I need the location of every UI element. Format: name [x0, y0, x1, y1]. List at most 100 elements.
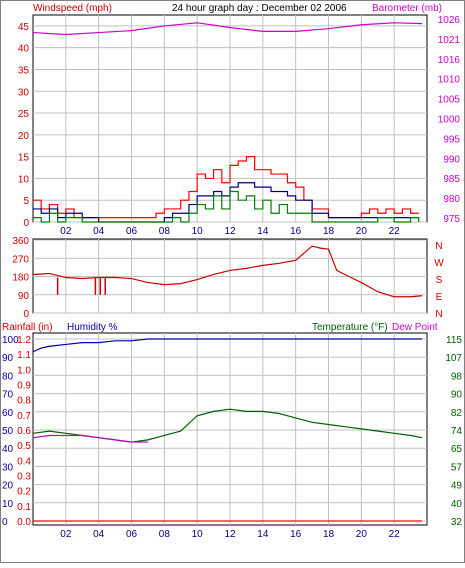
- barometer-line: [32, 22, 423, 36]
- compass-label: N: [435, 309, 442, 320]
- climate-xtick-label: 12: [224, 529, 236, 540]
- wind-xtick-label: 02: [60, 226, 72, 237]
- humidity-ytick-label: 80: [2, 371, 14, 382]
- wind-xtick-label: 04: [93, 226, 105, 237]
- temperature-ytick-label: 98: [451, 371, 463, 382]
- wind-gust-line: [33, 190, 420, 223]
- data-series: [32, 22, 423, 522]
- barometer-ytick-label: 975: [443, 214, 460, 225]
- humidity-ytick-label: 10: [2, 499, 14, 510]
- climate-xtick-label: 22: [389, 529, 401, 540]
- climate-xtick-label: 02: [60, 529, 72, 540]
- temperature-ytick-label: 107: [445, 353, 462, 364]
- barometer-axis-title: Barometer (mb): [372, 3, 442, 14]
- humidity-ytick-label: 100: [2, 335, 19, 346]
- temperature-ytick-label: 82: [451, 408, 463, 419]
- humidity-ytick-label: 60: [2, 408, 14, 419]
- windspeed-axis-title: Windspeed (mph): [33, 3, 112, 14]
- barometer-ytick-label: 980: [443, 194, 460, 205]
- compass-label: N: [435, 241, 442, 252]
- humidity-ytick-label: 20: [2, 481, 14, 492]
- wind-ytick-label: 20: [18, 131, 30, 142]
- humidity-ytick-label: 30: [2, 462, 14, 473]
- rainfall-ytick-label: 0.8: [17, 396, 31, 407]
- temperature-ytick-label: 74: [451, 426, 463, 437]
- climate-xtick-label: 10: [192, 529, 204, 540]
- barometer-ytick-label: 1005: [438, 95, 461, 106]
- dewpoint-axis-title: Dew Point: [392, 322, 438, 333]
- direction-ytick-label: 90: [18, 291, 30, 302]
- humidity-ytick-label: 70: [2, 390, 14, 401]
- wind-xtick-label: 18: [323, 226, 335, 237]
- rainfall-ytick-label: 0.6: [17, 426, 31, 437]
- rainfall-ytick-label: 0.4: [17, 456, 31, 467]
- compass-label: S: [436, 275, 443, 286]
- climate-xtick-label: 18: [323, 529, 335, 540]
- wind-xtick-label: 20: [356, 226, 368, 237]
- climate-xtick-label: 06: [126, 529, 138, 540]
- rainfall-axis-title: Rainfall (in): [2, 322, 53, 333]
- humidity-ytick-label: 40: [2, 444, 14, 455]
- direction-ytick-label: 270: [12, 254, 29, 265]
- rainfall-ytick-label: 0.3: [17, 472, 31, 483]
- wind-ytick-label: 5: [23, 196, 29, 207]
- wind-ytick-label: 10: [18, 174, 30, 185]
- compass-label: W: [434, 258, 444, 269]
- wind-ytick-label: 25: [18, 109, 30, 120]
- humidity-ytick-label: 0: [2, 517, 8, 528]
- wind-xtick-label: 14: [257, 226, 269, 237]
- rainfall-ytick-label: 1.0: [17, 365, 31, 376]
- wind-xtick-label: 12: [224, 226, 236, 237]
- wind-ytick-label: 35: [18, 65, 30, 76]
- wind-direction-line: [32, 245, 423, 298]
- wind-ytick-label: 15: [18, 153, 30, 164]
- wind-ytick-label: 40: [18, 44, 30, 55]
- rainfall-ytick-label: 0.5: [17, 441, 31, 452]
- dewpoint-line: [32, 434, 148, 443]
- rainfall-ytick-label: 0.7: [17, 411, 31, 422]
- temperature-ytick-label: 49: [451, 481, 463, 492]
- grid-lines: [33, 15, 427, 525]
- humidity-ytick-label: 50: [2, 426, 14, 437]
- climate-xtick-label: 04: [93, 529, 105, 540]
- temperature-ytick-label: 115: [446, 335, 462, 346]
- climate-xtick-label: 14: [257, 529, 269, 540]
- temperature-ytick-label: 65: [451, 444, 463, 455]
- barometer-ytick-label: 1010: [438, 75, 461, 86]
- humidity-axis-title: Humidity %: [67, 322, 118, 333]
- barometer-ytick-label: 1016: [438, 55, 461, 66]
- barometer-ytick-label: 985: [443, 174, 460, 185]
- rainfall-ytick-label: 0.2: [17, 487, 31, 498]
- wind-ytick-label: 45: [18, 22, 30, 33]
- wind-xtick-label: 06: [126, 226, 138, 237]
- barometer-ytick-label: 1021: [438, 35, 461, 46]
- temperature-ytick-label: 32: [451, 517, 463, 528]
- wind-xtick-label: 16: [290, 226, 302, 237]
- wind-xtick-label: 22: [389, 226, 401, 237]
- climate-xtick-label: 20: [356, 529, 368, 540]
- direction-ytick-label: 0: [23, 309, 29, 320]
- rainfall-ytick-label: 1.2: [17, 335, 31, 346]
- direction-ytick-label: 360: [12, 236, 29, 247]
- rainfall-ytick-label: 0.9: [17, 381, 31, 392]
- barometer-ytick-label: 990: [443, 154, 460, 165]
- compass-label: E: [436, 292, 443, 303]
- wind-xtick-label: 10: [192, 226, 204, 237]
- rainfall-ytick-label: 1.1: [17, 350, 31, 361]
- chart-title: 24 hour graph day : December 02 2006: [172, 3, 347, 14]
- temperature-ytick-label: 90: [451, 390, 463, 401]
- climate-xtick-label: 08: [159, 529, 171, 540]
- temperature-ytick-label: 40: [451, 499, 463, 510]
- rainfall-ytick-label: 0.0: [17, 517, 31, 528]
- barometer-ytick-label: 1026: [438, 15, 461, 26]
- wind-average-line: [33, 182, 419, 223]
- rainfall-ytick-label: 0.1: [17, 502, 31, 513]
- temperature-ytick-label: 57: [451, 462, 463, 473]
- barometer-ytick-label: 995: [443, 134, 460, 145]
- humidity-line: [32, 338, 423, 353]
- direction-ytick-label: 180: [12, 273, 29, 284]
- climate-xtick-label: 16: [290, 529, 302, 540]
